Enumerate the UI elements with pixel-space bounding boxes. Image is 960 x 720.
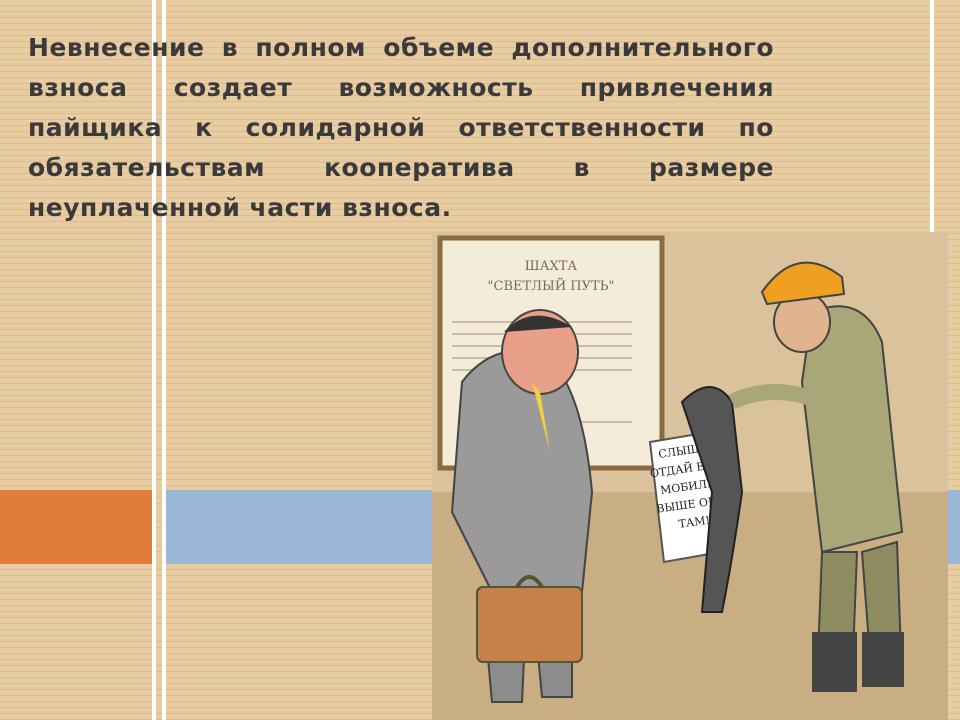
illustration: ШАХТА "СВЕТЛЫЙ ПУТЬ" СЛЫШЬ, ОТДАЙ ЕМУ МО… [432, 232, 948, 720]
paragraph: Невнесение в полном объеме дополнительно… [28, 33, 774, 222]
divider-line [162, 0, 166, 720]
poster-title: ШАХТА [525, 259, 578, 274]
divider-line [152, 0, 156, 720]
accent-block [0, 490, 152, 564]
sign-line: ТАМ! [678, 514, 711, 531]
poster-subtitle: "СВЕТЛЫЙ ПУТЬ" [488, 277, 615, 294]
